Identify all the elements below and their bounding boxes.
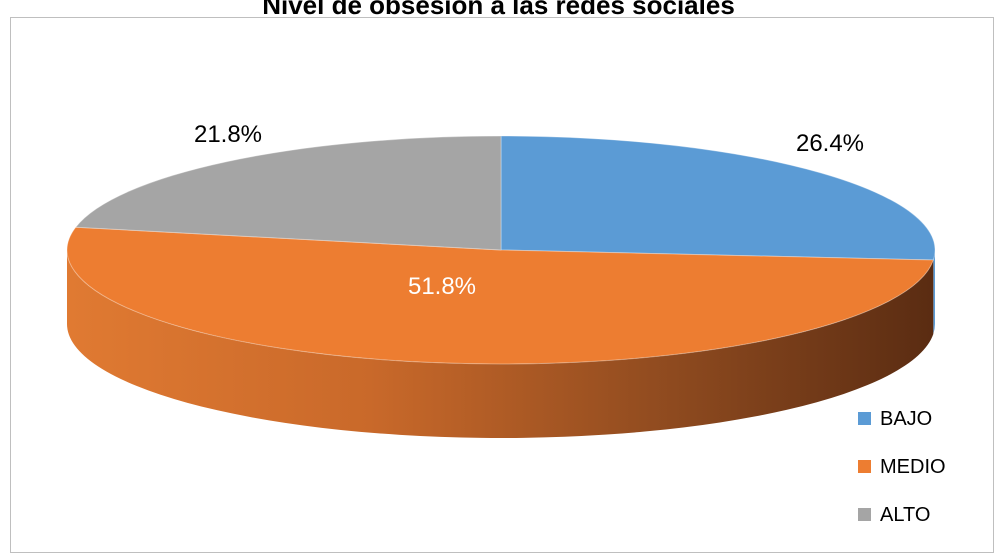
data-label-medio: 51.8% xyxy=(408,273,476,300)
pie-top-layer xyxy=(66,135,936,365)
pie-slice-bajo xyxy=(500,135,936,261)
legend-label-medio: MEDIO xyxy=(880,456,946,478)
chart-title: Nivel de obsesión a las redes sociales xyxy=(262,0,735,20)
legend-swatch-alto xyxy=(858,508,871,521)
pie-side-layer xyxy=(67,250,935,439)
legend-swatch-bajo xyxy=(858,412,871,425)
data-labels: 26.4% 51.8% 21.8% xyxy=(194,121,864,300)
pie-slice-alto xyxy=(74,135,502,251)
pie-side-medio xyxy=(67,250,934,439)
pie-slice-medio xyxy=(66,226,935,365)
legend: BAJO MEDIO ALTO xyxy=(858,408,946,526)
legend-label-alto: ALTO xyxy=(880,504,930,526)
data-label-alto: 21.8% xyxy=(194,121,262,148)
legend-label-bajo: BAJO xyxy=(880,408,932,430)
data-label-bajo: 26.4% xyxy=(796,130,864,157)
pie-side-bajo xyxy=(933,250,935,335)
legend-swatch-medio xyxy=(858,460,871,473)
